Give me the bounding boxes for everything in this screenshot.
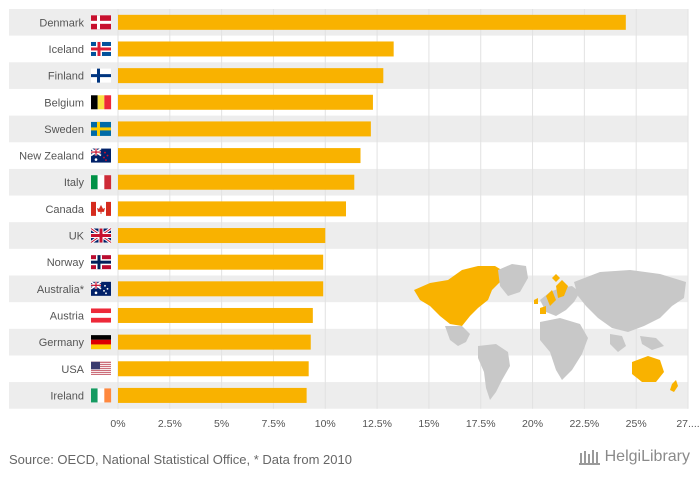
category-label: Italy [64,177,85,189]
x-tick-label: 27.... [676,418,699,430]
world-map-icon [414,264,686,400]
belgium-flag-icon [91,95,112,110]
bar-new-zealand [118,148,361,164]
new-zealand-flag-icon [90,147,111,163]
category-label: Ireland [50,390,84,402]
austria-flag-icon [91,308,111,323]
category-label: Austria [50,310,85,322]
bar-italy [118,174,355,190]
bar-belgium [118,94,373,110]
x-tick-label: 0% [110,418,125,430]
finland-flag-icon [91,68,111,83]
denmark-flag-icon [91,15,111,30]
category-label: Norway [47,257,85,269]
category-label: USA [61,364,84,376]
bar-usa [118,361,309,377]
x-tick-label: 25% [626,418,647,430]
canada-flag-icon [91,201,111,216]
library-icon [578,450,600,465]
category-label: UK [69,231,85,243]
flags [90,15,112,403]
bars [118,14,626,403]
germany-flag-icon [91,335,111,350]
italy-flag-icon [91,175,112,190]
bar-austria [118,307,313,323]
category-label: New Zealand [19,151,84,163]
x-tick-label: 10% [315,418,336,430]
source-note: Source: OECD, National Statistical Offic… [9,452,352,467]
x-tick-labels: 0% 2.5% 5% 7.5% 10% 12.5% 15% 17.5% 20% 22.5% 25% 2… [110,418,699,430]
category-label: Germany [39,337,85,349]
category-label: Iceland [49,44,84,56]
brand-name: HelgiLibrary [604,448,690,465]
bar-denmark [118,14,626,30]
norway-flag-icon [91,255,111,270]
bar-sweden [118,121,371,137]
x-tick-label: 12.5% [362,418,392,430]
bar-iceland [118,41,394,57]
iceland-flag-icon [91,41,111,56]
category-label: Belgium [44,97,84,109]
brand-logo: HelgiLibrary [578,448,690,466]
australia-flag-icon [90,281,111,296]
sweden-flag-icon [91,121,111,136]
usa-flag-icon [91,361,111,376]
x-tick-label: 20% [522,418,543,430]
bar-germany [118,334,311,350]
ireland-flag-icon [91,388,112,403]
category-label: Sweden [44,124,84,136]
bar-chart: Denmark Iceland Finland Belgium Sweden New Ze… [9,9,700,430]
x-tick-label: 15% [418,418,439,430]
bar-uk [118,228,326,244]
x-tick-label: 7.5% [261,418,285,430]
uk-flag-icon [90,227,112,244]
bar-norway [118,254,324,270]
bar-canada [118,201,346,217]
x-tick-label: 22.5% [569,418,599,430]
category-label: Canada [45,204,84,216]
x-tick-label: 2.5% [158,418,182,430]
bar-australia [118,281,324,297]
category-label: Australia* [37,284,85,296]
x-tick-label: 17.5% [466,418,496,430]
category-label: Denmark [39,17,84,29]
x-tick-label: 5% [214,418,229,430]
bar-finland [118,68,384,84]
bar-ireland [118,387,307,403]
category-label: Finland [48,71,84,83]
category-labels: Denmark Iceland Finland Belgium Sweden New Ze… [19,17,85,402]
